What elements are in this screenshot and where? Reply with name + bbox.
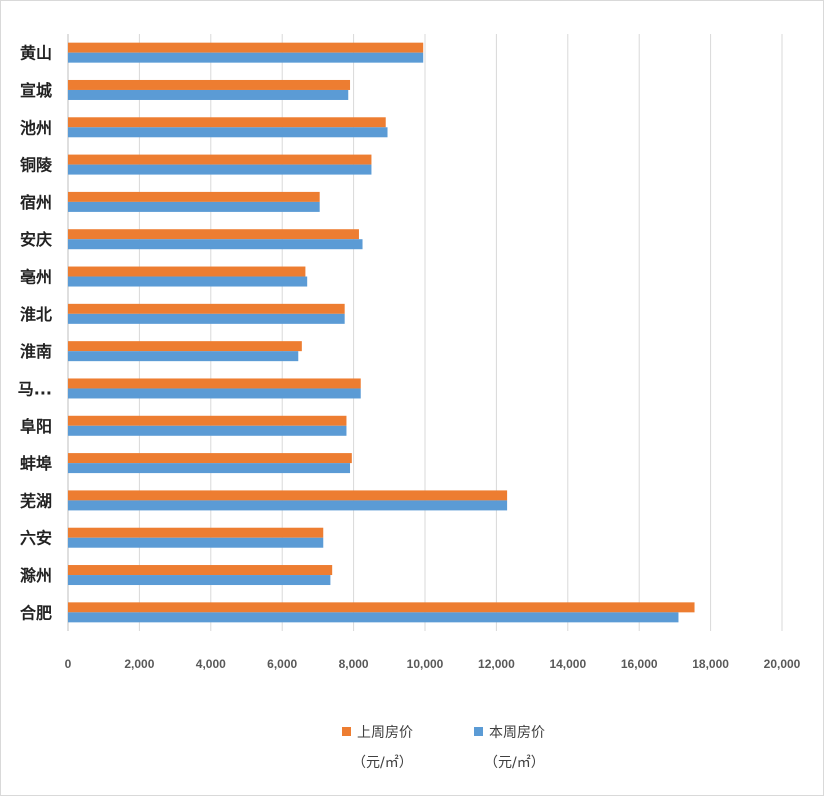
category-label: 马... (18, 379, 52, 398)
legend-unit-last-week: （元/㎡） (352, 755, 413, 771)
category-label: 蚌埠 (20, 454, 52, 473)
category-label: 池州 (20, 118, 52, 137)
x-tick-label: 0 (65, 657, 72, 671)
bar-this-week (68, 388, 361, 399)
bar-this-week (68, 612, 679, 623)
bar-this-week (68, 89, 349, 100)
category-label: 滁州 (20, 566, 52, 585)
bar-last-week (68, 341, 302, 352)
legend-swatch-this-week (474, 727, 483, 736)
bar-last-week (68, 527, 324, 538)
legend-swatch-last-week (342, 727, 351, 736)
x-tick-label: 2,000 (124, 657, 154, 671)
bar-last-week (68, 191, 320, 202)
category-label: 亳州 (20, 268, 52, 287)
bar-this-week (68, 239, 363, 250)
category-label: 淮北 (20, 305, 52, 324)
x-tick-label: 8,000 (339, 657, 369, 671)
legend-item-last-week: 上周房价 （元/㎡） (342, 722, 413, 772)
category-label: 铜陵 (20, 156, 53, 175)
bar-last-week (68, 602, 695, 613)
bar-last-week (68, 266, 306, 277)
category-label: 六安 (20, 529, 52, 548)
legend-item-this-week: 本周房价 （元/㎡） (474, 722, 545, 772)
category-label: 阜阳 (20, 417, 52, 436)
bar-last-week (68, 453, 352, 464)
bar-last-week (68, 490, 508, 501)
bar-this-week (68, 575, 331, 586)
category-label: 合肥 (20, 603, 52, 622)
bar-this-week (68, 52, 424, 63)
bar-last-week (68, 117, 386, 128)
legend-label-last-week: 上周房价 (357, 725, 413, 741)
category-label: 宿州 (20, 193, 52, 212)
x-tick-label: 6,000 (267, 657, 297, 671)
category-label: 淮南 (20, 342, 52, 361)
x-tick-label: 14,000 (549, 657, 586, 671)
x-tick-label: 18,000 (692, 657, 729, 671)
bar-this-week (68, 201, 320, 212)
bar-this-week (68, 276, 308, 287)
bar-last-week (68, 415, 347, 426)
bar-this-week (68, 127, 388, 138)
bar-last-week (68, 378, 361, 389)
bar-this-week (68, 425, 347, 436)
bar-this-week (68, 463, 351, 474)
bar-this-week (68, 164, 372, 175)
bar-this-week (68, 313, 345, 324)
category-label: 芜湖 (20, 491, 52, 510)
legend-unit-this-week: （元/㎡） (484, 755, 545, 771)
bar-last-week (68, 229, 359, 240)
x-tick-label: 16,000 (621, 657, 658, 671)
bar-this-week (68, 500, 508, 511)
bar-last-week (68, 42, 424, 53)
x-tick-label: 4,000 (196, 657, 226, 671)
bar-last-week (68, 79, 351, 90)
bar-this-week (68, 351, 299, 362)
bar-last-week (68, 303, 345, 314)
x-tick-label: 10,000 (407, 657, 444, 671)
bar-last-week (68, 154, 372, 165)
x-tick-label: 12,000 (478, 657, 515, 671)
category-label: 安庆 (20, 230, 52, 249)
category-label: 黄山 (20, 44, 52, 63)
legend-label-this-week: 本周房价 (489, 725, 545, 741)
x-tick-label: 20,000 (764, 657, 801, 671)
bar-this-week (68, 537, 324, 548)
bar-last-week (68, 565, 333, 576)
category-label: 宣城 (20, 81, 52, 100)
